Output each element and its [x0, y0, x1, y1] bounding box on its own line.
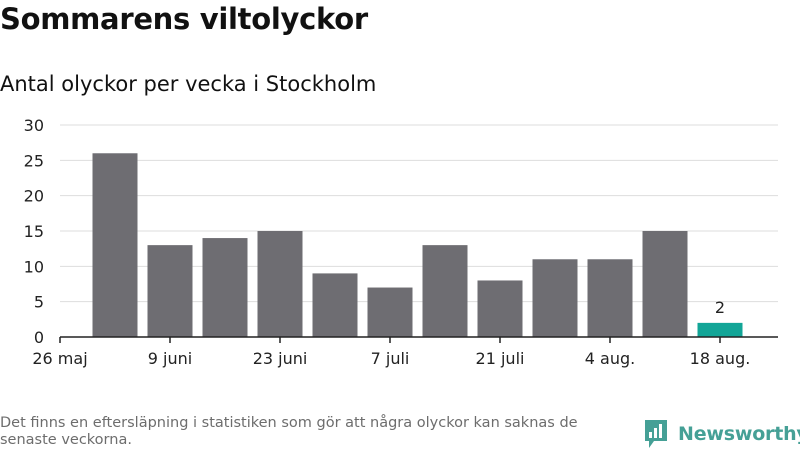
footnote: Det finns en eftersläpning i statistiken…	[0, 415, 578, 448]
bar-18-aug-	[697, 322, 743, 337]
y-tick-label: 0	[34, 328, 44, 347]
data-label: 2	[715, 298, 725, 317]
y-tick-label: 15	[24, 222, 44, 241]
x-tick-label: 21 juli	[476, 349, 525, 368]
y-tick-label: 30	[24, 116, 44, 135]
newsworthy-logo-icon	[645, 420, 667, 448]
brand-name: Newsworthy	[678, 423, 800, 445]
y-tick-label: 25	[24, 151, 44, 170]
bar-7-juli	[367, 287, 413, 337]
bar-2-juni	[92, 153, 138, 337]
bar-30-juni	[312, 273, 358, 337]
bar-9-juni	[147, 245, 193, 337]
x-tick-label: 23 juni	[253, 349, 308, 368]
chart-title: Sommarens viltolyckor	[0, 2, 368, 36]
y-axis-ticks: 0 5 10 15 20 25 30	[24, 116, 44, 347]
y-tick-label: 5	[34, 293, 44, 312]
y-tick-label: 10	[24, 257, 44, 276]
bar-16-juni	[202, 238, 248, 337]
newsworthy-brand[interactable]: Newsworthy	[644, 419, 800, 449]
bar-14-juli	[422, 245, 468, 337]
bar-21-juli	[477, 280, 523, 337]
x-axis-ticks: 26 maj 9 juni 23 juni 7 juli 21 juli 4 aug. 18…	[32, 337, 750, 368]
x-tick-label: 18 aug.	[690, 349, 751, 368]
x-tick-label: 9 juni	[148, 349, 192, 368]
bar-28-juli	[532, 259, 578, 337]
chart-subtitle: Antal olyckor per vecka i Stockholm	[0, 72, 377, 96]
bar-11-aug-	[642, 231, 688, 337]
x-tick-label: 26 maj	[32, 349, 87, 368]
bar-4-aug-	[587, 259, 633, 337]
x-tick-label: 4 aug.	[585, 349, 635, 368]
x-tick-label: 7 juli	[371, 349, 410, 368]
data-labels: 2	[715, 298, 725, 317]
bars	[92, 153, 743, 337]
y-tick-label: 20	[24, 187, 44, 206]
bar-23-juni	[257, 231, 303, 337]
